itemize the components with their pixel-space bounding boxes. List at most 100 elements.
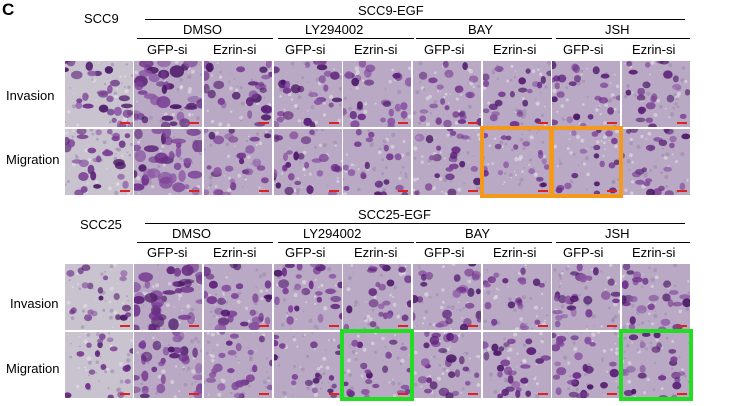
row-label-invasion-scc9: Invasion [6,88,55,103]
micrograph-tile [622,264,690,330]
condition-label: GFP-si [424,245,465,260]
treatment-divider-ly294002 [278,38,414,39]
micrograph-tile [483,264,551,330]
scale-bar [538,122,548,124]
scale-bar [259,325,269,327]
scale-bar [677,325,687,327]
micrograph-tile [552,264,620,330]
group-divider-scc25 [145,223,685,224]
condition-label: Ezrin-si [213,245,257,260]
treatment-divider-jsh [556,38,690,39]
scale-bar [607,393,617,395]
micrograph-tile [413,332,481,398]
treatment-divider-bay [416,242,552,243]
micrograph-tile [413,264,481,330]
treatment-label-dmso: DMSO [183,22,222,37]
scale-bar [538,325,548,327]
scale-bar [329,190,339,192]
row-label-migration-scc25: Migration [6,361,60,376]
scale-bar [189,122,199,124]
micrograph-tile [552,332,620,398]
micrograph-tile [343,264,411,330]
condition-label: GFP-si [285,245,326,260]
treatment-label-ly294002: LY294002 [303,226,362,241]
micrograph-tile [65,264,133,330]
scale-bar [259,122,269,124]
micrograph-tile [204,264,272,330]
micrograph-tile [65,129,133,195]
cell-line-label-scc25: SCC25 [80,217,122,232]
micrograph-tile [413,129,481,195]
scale-bar [607,122,617,124]
micrograph-tile [552,61,620,127]
condition-label: Ezrin-si [213,42,257,57]
micrograph-tile [134,264,202,330]
condition-label: Ezrin-si [493,245,537,260]
treatment-divider-jsh [556,242,690,243]
micrograph-tile [65,332,133,398]
micrograph-tile [274,129,342,195]
treatment-label-jsh: JSH [605,22,630,37]
micrograph-tile [204,61,272,127]
group-label-scc25-egf: SCC25-EGF [358,207,431,222]
micrograph-tile [483,61,551,127]
condition-label: GFP-si [424,42,465,57]
condition-label: Ezrin-si [354,245,398,260]
scale-bar [677,190,687,192]
scale-bar [468,190,478,192]
scale-bar [538,190,548,192]
micrograph-tile [134,61,202,127]
micrograph-tile [274,332,342,398]
scale-bar [398,393,408,395]
micrograph-tile [65,61,133,127]
group-label-scc9-egf: SCC9-EGF [358,3,424,18]
scale-bar [259,190,269,192]
condition-label: GFP-si [563,245,604,260]
scale-bar [398,122,408,124]
condition-label: GFP-si [563,42,604,57]
scale-bar [538,393,548,395]
treatment-divider-bay [416,38,552,39]
micrograph-tile [204,129,272,195]
treatment-label-bay: BAY [468,22,494,37]
row-label-migration-scc9: Migration [6,152,60,167]
condition-label: Ezrin-si [632,42,676,57]
scale-bar [468,325,478,327]
scale-bar [329,122,339,124]
row-label-invasion-scc25: Invasion [10,296,59,311]
scale-bar [329,325,339,327]
treatment-label-bay: BAY [465,226,491,241]
treatment-divider-ly294002 [278,242,414,243]
scale-bar [398,190,408,192]
treatment-divider-dmso [137,38,273,39]
scale-bar [468,393,478,395]
micrograph-tile [343,129,411,195]
scale-bar [120,122,130,124]
scale-bar [120,393,130,395]
scale-bar [259,393,269,395]
scale-bar [189,325,199,327]
scale-bar [468,122,478,124]
condition-label: Ezrin-si [354,42,398,57]
scale-bar [607,190,617,192]
micrograph-tile [622,61,690,127]
micrograph-tile [483,129,551,195]
group-divider-scc9 [145,19,685,20]
micrograph-tile [343,332,411,398]
scale-bar [120,325,130,327]
micrograph-tile [622,332,690,398]
micrograph-tile [274,264,342,330]
scale-bar [329,393,339,395]
condition-label: GFP-si [285,42,326,57]
panel-letter: C [2,0,15,19]
micrograph-tile [134,129,202,195]
condition-label: GFP-si [147,42,188,57]
micrograph-tile [552,129,620,195]
micrograph-tile [343,61,411,127]
treatment-divider-dmso [137,242,273,243]
treatment-label-dmso: DMSO [172,226,211,241]
condition-label: GFP-si [147,245,188,260]
scale-bar [607,325,617,327]
condition-label: Ezrin-si [493,42,537,57]
scale-bar [677,122,687,124]
